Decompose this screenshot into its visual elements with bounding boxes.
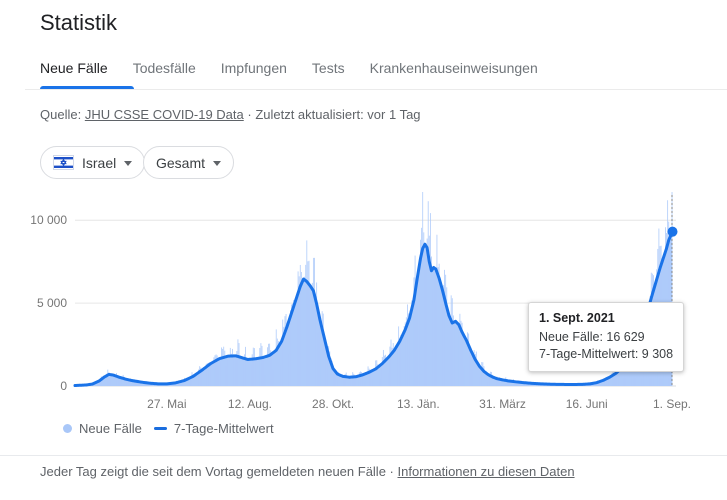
svg-text:0: 0	[60, 379, 67, 393]
footer-note: Jeder Tag zeigt die seit dem Vortag geme…	[40, 464, 575, 479]
tab-divider	[25, 89, 727, 90]
line-series-swatch-icon	[153, 427, 167, 430]
source-link[interactable]: JHU CSSE COVID-19 Data	[84, 107, 244, 122]
svg-text:31. März: 31. März	[479, 397, 526, 411]
active-tab-indicator	[40, 86, 134, 89]
bar-series-swatch-icon	[63, 424, 72, 433]
tab-neue-faelle[interactable]: Neue Fälle	[40, 60, 108, 76]
svg-text:28. Okt.: 28. Okt.	[312, 397, 354, 411]
source-separator: ·	[243, 107, 256, 122]
footer-info-link[interactable]: Informationen zu diesen Daten	[397, 464, 575, 479]
svg-text:16. Juni: 16. Juni	[566, 397, 608, 411]
tab-impfungen[interactable]: Impfungen	[220, 60, 287, 76]
legend-label: 7-Tage-Mittelwert	[173, 421, 274, 436]
page-title: Statistik	[40, 10, 118, 35]
svg-text:5 000: 5 000	[37, 296, 67, 310]
footer-separator: ·	[385, 464, 398, 479]
chart-tooltip: 1. Sept. 2021 Neue Fälle: 16 629 7-Tage-…	[528, 302, 685, 372]
region-dropdown[interactable]: Israel	[40, 146, 146, 179]
footer-text: Jeder Tag zeigt die seit dem Vortag geme…	[40, 464, 386, 479]
chart-legend: Neue Fälle 7-Tage-Mittelwert	[63, 421, 274, 436]
chevron-down-icon	[124, 160, 133, 166]
svg-text:27. Mai: 27. Mai	[147, 397, 186, 411]
legend-item-mittelwert: 7-Tage-Mittelwert	[153, 421, 274, 436]
tab-todesfaelle[interactable]: Todesfälle	[132, 60, 196, 76]
tab-krankenhauseinweisungen[interactable]: Krankenhauseinweisungen	[369, 60, 538, 76]
footer-divider	[0, 455, 727, 456]
svg-text:1. Sep.: 1. Sep.	[653, 397, 691, 411]
tab-bar: Neue Fälle Todesfälle Impfungen Tests Kr…	[40, 60, 563, 76]
region-dropdown-label: Israel	[82, 154, 117, 171]
legend-item-neue-faelle: Neue Fälle	[63, 421, 142, 436]
last-updated: Zuletzt aktualisiert: vor 1 Tag	[255, 107, 421, 122]
scope-dropdown[interactable]: Gesamt	[143, 146, 235, 179]
svg-text:13. Jän.: 13. Jän.	[397, 397, 440, 411]
chevron-down-icon	[213, 160, 222, 166]
scope-dropdown-label: Gesamt	[156, 154, 206, 171]
tooltip-new-cases: Neue Fälle: 16 629	[539, 330, 645, 344]
legend-label: Neue Fälle	[79, 421, 142, 436]
source-line: Quelle: JHU CSSE COVID-19 Data · Zuletzt…	[40, 107, 421, 122]
tab-tests[interactable]: Tests	[311, 60, 345, 76]
israel-flag-icon	[53, 155, 74, 170]
svg-text:12. Aug.: 12. Aug.	[228, 397, 272, 411]
source-prefix: Quelle:	[40, 107, 85, 122]
tooltip-average: 7-Tage-Mittelwert: 9 308	[539, 347, 674, 361]
tooltip-date: 1. Sept. 2021	[539, 311, 615, 325]
svg-text:10 000: 10 000	[30, 213, 67, 227]
